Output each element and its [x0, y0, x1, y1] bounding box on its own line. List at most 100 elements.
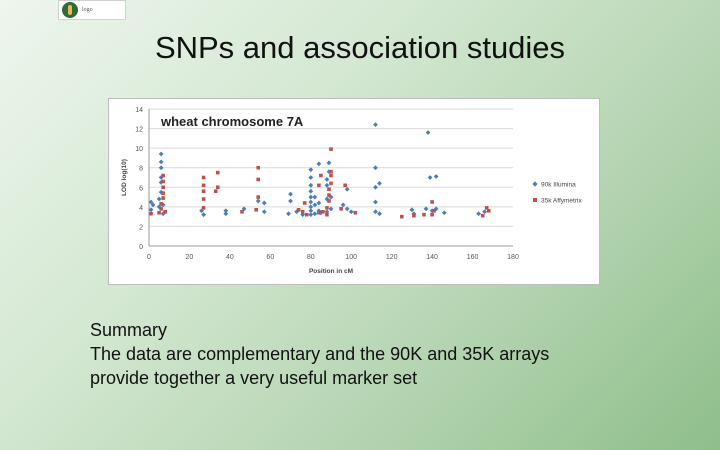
- data-point-affymetrix: [161, 191, 165, 195]
- data-point-illumina: [326, 160, 332, 166]
- data-point-affymetrix: [201, 197, 206, 201]
- y-tick-label: 0: [139, 244, 143, 251]
- data-point-illumina: [324, 182, 330, 188]
- data-point-illumina: [160, 202, 166, 208]
- data-point-affymetrix: [201, 206, 206, 210]
- data-point-affymetrix: [399, 214, 404, 219]
- data-point-illumina: [316, 161, 322, 167]
- summary-heading: Summary: [90, 320, 168, 340]
- data-point-illumina: [482, 209, 488, 215]
- data-point-affymetrix: [149, 211, 153, 216]
- data-point-illumina: [312, 211, 318, 217]
- data-point-affymetrix: [430, 200, 434, 204]
- data-point-illumina: [373, 209, 378, 215]
- legend-label: 90k Illumina: [541, 182, 576, 189]
- data-point-affymetrix: [161, 179, 165, 184]
- data-point-affymetrix: [161, 173, 165, 178]
- y-tick-label: 10: [135, 146, 143, 153]
- data-point-affymetrix: [422, 212, 426, 217]
- x-tick-label: 160: [467, 254, 479, 261]
- data-point-illumina: [340, 202, 346, 208]
- data-point-affymetrix: [317, 210, 321, 215]
- data-point-affymetrix: [430, 212, 434, 217]
- legend-marker-affymetrix: [533, 198, 537, 202]
- data-point-illumina: [160, 211, 166, 217]
- data-point-affymetrix: [256, 177, 260, 182]
- data-point-illumina: [328, 206, 334, 212]
- data-point-affymetrix: [325, 206, 329, 210]
- data-point-illumina: [308, 208, 314, 214]
- summary-line-1: The data are complementary and the 90K a…: [90, 344, 550, 364]
- data-point-illumina: [308, 212, 314, 218]
- data-point-illumina: [223, 208, 229, 214]
- data-point-illumina: [308, 194, 314, 200]
- x-tick-label: 60: [266, 254, 274, 261]
- data-point-illumina: [427, 175, 433, 180]
- data-point-illumina: [308, 167, 314, 173]
- data-point-illumina: [261, 209, 267, 215]
- data-point-affymetrix: [215, 185, 220, 190]
- data-point-affymetrix: [325, 212, 329, 217]
- data-point-affymetrix: [256, 195, 260, 199]
- data-point-affymetrix: [201, 189, 206, 193]
- data-point-illumina: [328, 194, 334, 200]
- data-point-illumina: [344, 186, 350, 192]
- data-point-illumina: [288, 198, 293, 204]
- data-point-affymetrix: [240, 209, 244, 214]
- data-point-illumina: [156, 196, 162, 202]
- data-point-affymetrix: [157, 210, 161, 215]
- y-tick-label: 12: [135, 127, 143, 134]
- data-point-illumina: [158, 165, 164, 171]
- data-point-illumina: [377, 180, 382, 186]
- chart-frame: 0 2 4 6 8 10 12 14 0 20 40 60 80 100 120 140 160 180 Posit…: [108, 98, 600, 285]
- slide-title: SNPs and association studies: [154, 30, 566, 65]
- data-point-affymetrix: [161, 185, 165, 190]
- x-tick-label: 40: [226, 254, 234, 261]
- data-point-illumina: [148, 199, 154, 205]
- data-point-illumina: [255, 198, 261, 204]
- data-point-illumina: [312, 202, 318, 208]
- data-point-affymetrix: [317, 183, 321, 188]
- data-point-illumina: [158, 159, 164, 165]
- data-point-affymetrix: [329, 181, 333, 186]
- legend-label: 35k Affymetrix: [541, 198, 582, 205]
- x-axis-label: Position in cM: [309, 268, 353, 275]
- data-point-affymetrix: [201, 175, 206, 180]
- data-point-illumina: [199, 208, 204, 214]
- data-point-illumina: [308, 175, 314, 180]
- data-point-affymetrix: [339, 207, 343, 211]
- data-point-illumina: [409, 207, 415, 213]
- data-point-affymetrix: [300, 209, 305, 214]
- data-point-illumina: [316, 200, 322, 206]
- data-point-affymetrix: [254, 207, 258, 212]
- data-point-illumina: [373, 199, 378, 205]
- data-point-illumina: [308, 199, 314, 205]
- x-tick-label: 180: [507, 254, 519, 261]
- logo: logo: [58, 0, 126, 20]
- data-point-illumina: [373, 122, 378, 128]
- data-point-illumina: [433, 174, 439, 179]
- data-point-illumina: [288, 191, 293, 197]
- data-point-illumina: [373, 184, 378, 190]
- x-tick-label: 120: [386, 254, 398, 261]
- data-point-affymetrix: [201, 183, 206, 188]
- data-point-illumina: [377, 211, 382, 217]
- data-point-affymetrix: [327, 199, 331, 203]
- x-tick-label: 140: [426, 254, 438, 261]
- y-tick-label: 2: [139, 224, 143, 231]
- data-point-affymetrix: [329, 169, 333, 174]
- data-point-affymetrix: [412, 213, 416, 218]
- data-point-affymetrix: [484, 206, 489, 210]
- data-point-affymetrix: [319, 173, 323, 178]
- data-point-illumina: [308, 204, 314, 210]
- data-point-affymetrix: [159, 207, 163, 211]
- legend-marker-illumina: [532, 181, 538, 187]
- data-point-affymetrix: [329, 173, 333, 178]
- data-point-illumina: [312, 194, 318, 200]
- summary-line-2: provide together a very useful marker se…: [90, 368, 418, 388]
- y-tick-label: 4: [139, 205, 143, 212]
- data-point-illumina: [425, 130, 431, 135]
- data-point-illumina: [308, 188, 314, 194]
- y-tick-label: 14: [135, 107, 143, 114]
